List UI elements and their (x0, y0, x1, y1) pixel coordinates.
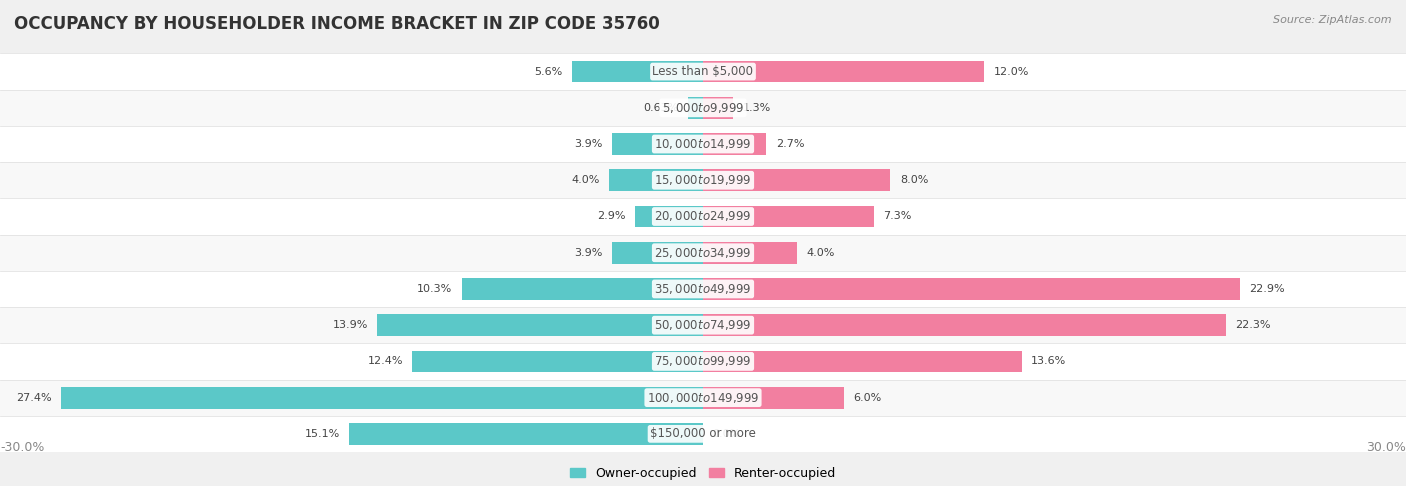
Bar (703, 242, 797, 263)
Bar (0, 416, 1406, 452)
Text: 4.0%: 4.0% (806, 248, 835, 258)
Text: 5.6%: 5.6% (534, 67, 562, 77)
Text: 6.0%: 6.0% (853, 393, 882, 402)
Text: 0.0%: 0.0% (713, 429, 741, 439)
Text: Source: ZipAtlas.com: Source: ZipAtlas.com (1274, 15, 1392, 25)
Bar (612, 133, 703, 155)
Text: 4.0%: 4.0% (571, 175, 600, 185)
Bar (703, 206, 875, 227)
Bar (572, 61, 703, 83)
Text: 30.0%: 30.0% (1367, 441, 1406, 454)
Legend: Owner-occupied, Renter-occupied: Owner-occupied, Renter-occupied (569, 467, 837, 480)
Text: $150,000 or more: $150,000 or more (650, 427, 756, 440)
Text: 3.9%: 3.9% (574, 139, 602, 149)
Bar (0, 53, 1406, 90)
Text: 13.9%: 13.9% (333, 320, 368, 330)
Bar (0, 343, 1406, 380)
Text: 15.1%: 15.1% (305, 429, 340, 439)
Bar (377, 314, 703, 336)
Text: 27.4%: 27.4% (15, 393, 52, 402)
Bar (609, 170, 703, 191)
Text: 1.3%: 1.3% (742, 103, 770, 113)
Text: $75,000 to $99,999: $75,000 to $99,999 (654, 354, 752, 368)
Bar (0, 235, 1406, 271)
Text: $20,000 to $24,999: $20,000 to $24,999 (654, 209, 752, 224)
Bar (412, 350, 703, 372)
Bar (0, 380, 1406, 416)
Bar (0, 271, 1406, 307)
Bar (349, 423, 703, 445)
Text: 3.9%: 3.9% (574, 248, 602, 258)
Text: 22.3%: 22.3% (1234, 320, 1271, 330)
Text: -30.0%: -30.0% (0, 441, 45, 454)
Bar (703, 170, 890, 191)
Bar (703, 387, 844, 409)
Text: Less than $5,000: Less than $5,000 (652, 65, 754, 78)
Bar (0, 162, 1406, 198)
Text: $10,000 to $14,999: $10,000 to $14,999 (654, 137, 752, 151)
Text: OCCUPANCY BY HOUSEHOLDER INCOME BRACKET IN ZIP CODE 35760: OCCUPANCY BY HOUSEHOLDER INCOME BRACKET … (14, 15, 659, 33)
Bar (0, 90, 1406, 126)
Bar (612, 242, 703, 263)
Text: $15,000 to $19,999: $15,000 to $19,999 (654, 174, 752, 187)
Text: 8.0%: 8.0% (900, 175, 928, 185)
Bar (689, 97, 703, 119)
Text: 10.3%: 10.3% (418, 284, 453, 294)
Text: $50,000 to $74,999: $50,000 to $74,999 (654, 318, 752, 332)
Bar (703, 97, 734, 119)
Bar (703, 61, 984, 83)
Text: $5,000 to $9,999: $5,000 to $9,999 (662, 101, 744, 115)
Bar (703, 314, 1226, 336)
Text: 2.7%: 2.7% (776, 139, 804, 149)
Text: 12.4%: 12.4% (367, 356, 404, 366)
Text: 12.0%: 12.0% (994, 67, 1029, 77)
Text: $35,000 to $49,999: $35,000 to $49,999 (654, 282, 752, 296)
Bar (703, 278, 1240, 300)
Bar (636, 206, 703, 227)
Text: 7.3%: 7.3% (883, 211, 912, 222)
Bar (60, 387, 703, 409)
Text: $100,000 to $149,999: $100,000 to $149,999 (647, 391, 759, 405)
Text: $25,000 to $34,999: $25,000 to $34,999 (654, 246, 752, 260)
Bar (461, 278, 703, 300)
Bar (0, 307, 1406, 343)
Text: 22.9%: 22.9% (1249, 284, 1285, 294)
Text: 2.9%: 2.9% (598, 211, 626, 222)
Text: 0.63%: 0.63% (644, 103, 679, 113)
Bar (703, 350, 1022, 372)
Bar (0, 198, 1406, 235)
Bar (703, 133, 766, 155)
Text: 13.6%: 13.6% (1031, 356, 1066, 366)
Bar (0, 126, 1406, 162)
